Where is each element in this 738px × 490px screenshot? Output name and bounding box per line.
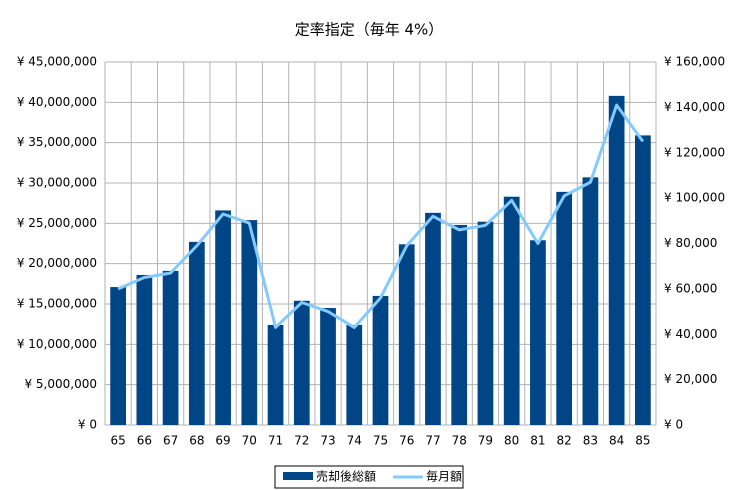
bar xyxy=(425,212,441,425)
x-tick-label: 74 xyxy=(347,434,362,448)
x-tick-label: 72 xyxy=(294,434,309,448)
x-tick-label: 81 xyxy=(530,434,545,448)
x-tick-label: 76 xyxy=(399,434,414,448)
bar xyxy=(530,240,546,425)
legend-label: 毎月額 xyxy=(426,469,462,484)
y-tick-label: ¥ 30,000,000 xyxy=(17,176,97,190)
bar xyxy=(556,191,573,425)
x-tick-label: 75 xyxy=(373,434,388,448)
x-tick-label: 77 xyxy=(425,434,440,448)
line xyxy=(117,103,645,329)
x-tick-label: 70 xyxy=(242,434,257,448)
y2-tick-label: ¥ 140,000 xyxy=(664,100,725,114)
y2-tick-label: ¥ 0 xyxy=(664,418,683,432)
y-tick-label: ¥ 40,000,000 xyxy=(17,95,97,109)
y-tick-label: ¥ 0 xyxy=(78,418,97,432)
y-tick-label: ¥ 10,000,000 xyxy=(17,337,97,351)
y-tick-label: ¥ 35,000,000 xyxy=(17,135,97,149)
x-tick-label: 80 xyxy=(504,434,519,448)
bar xyxy=(608,95,625,425)
y2-tick-label: ¥ 20,000 xyxy=(664,372,717,386)
bar xyxy=(477,221,494,425)
bar xyxy=(635,135,651,425)
x-tick-label: 71 xyxy=(268,434,283,448)
bar xyxy=(267,324,284,425)
x-tick-label: 79 xyxy=(478,434,493,448)
bar xyxy=(451,224,468,425)
y2-tick-label: ¥ 80,000 xyxy=(664,236,717,250)
bar xyxy=(398,244,415,425)
x-tick-label: 73 xyxy=(320,434,335,448)
x-tick-label: 66 xyxy=(137,434,152,448)
x-tick-label: 82 xyxy=(557,434,572,448)
chart-title: 定率指定（毎年 4%） xyxy=(295,21,444,39)
y2-tick-label: ¥ 60,000 xyxy=(664,281,717,295)
bar xyxy=(110,287,126,425)
bar xyxy=(188,241,205,425)
y-tick-label: ¥ 20,000,000 xyxy=(17,256,97,270)
bar xyxy=(136,274,153,425)
bar xyxy=(241,220,258,425)
x-tick-label: 68 xyxy=(189,434,204,448)
y2-tick-label: ¥ 100,000 xyxy=(664,191,725,205)
y-tick-label: ¥ 45,000,000 xyxy=(17,55,97,69)
bar xyxy=(215,210,231,425)
y-tick-label: ¥ 5,000,000 xyxy=(24,377,97,391)
bar xyxy=(346,324,363,425)
legend-label: 売却後総額 xyxy=(316,469,376,484)
bar xyxy=(293,300,310,425)
y-tick-label: ¥ 25,000,000 xyxy=(17,216,97,230)
x-tick-label: 65 xyxy=(110,434,125,448)
bar xyxy=(582,177,599,425)
x-tick-label: 69 xyxy=(215,434,230,448)
legend-box xyxy=(274,465,464,489)
y2-tick-label: ¥ 120,000 xyxy=(664,145,725,159)
bar xyxy=(372,295,389,425)
x-tick-label: 84 xyxy=(609,434,624,448)
x-tick-label: 83 xyxy=(583,434,598,448)
y2-tick-label: ¥ 160,000 xyxy=(664,55,725,69)
bar xyxy=(162,270,179,425)
x-tick-label: 67 xyxy=(163,434,178,448)
x-tick-label: 85 xyxy=(635,434,650,448)
bar xyxy=(503,196,520,425)
y-tick-label: ¥ 15,000,000 xyxy=(17,297,97,311)
x-tick-label: 78 xyxy=(452,434,467,448)
bar xyxy=(320,308,336,425)
legend-swatch xyxy=(283,472,313,480)
y2-tick-label: ¥ 40,000 xyxy=(664,327,717,341)
